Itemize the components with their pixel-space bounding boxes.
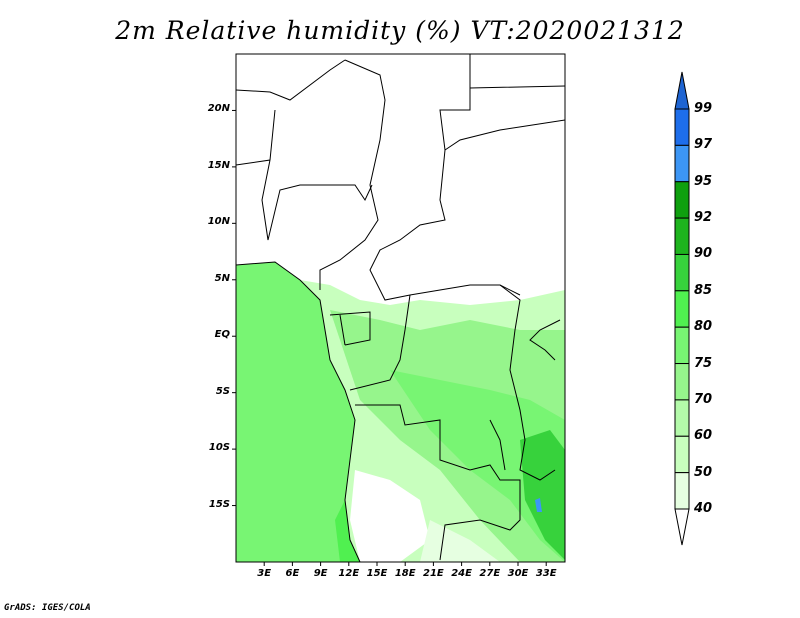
colorbar-segment: [674, 108, 690, 146]
lat-tick-label: 5N: [214, 272, 230, 284]
colorbar-segment: [674, 399, 690, 437]
colorbar-label: 92: [694, 210, 713, 226]
grads-credit: GrADS: IGES/COLA: [4, 603, 91, 613]
colorbar-label: 75: [694, 355, 713, 371]
lon-tick-label: 27E: [479, 568, 501, 579]
colorbar-segment: [674, 253, 690, 292]
colorbar-segment: [674, 181, 690, 219]
colorbar-label: 80: [694, 319, 713, 335]
colorbar-bottom-arrow: [674, 508, 690, 546]
colorbar-segment: [674, 290, 690, 328]
ocean-humidity: [236, 262, 360, 562]
colorbar-label: 97: [694, 137, 713, 153]
colorbar-label: 95: [694, 173, 713, 189]
plot-title: 2m Relative humidity (%) VT:2020021312: [115, 16, 685, 45]
colorbar-segment: [674, 326, 690, 365]
lon-tick-label: 18E: [394, 568, 416, 579]
colorbar-label: 85: [694, 282, 713, 298]
lon-tick-label: 15E: [366, 568, 388, 579]
land-dry-patch: [350, 470, 430, 562]
colorbar-top-arrow: [674, 71, 690, 110]
colorbar-segment: [674, 435, 690, 474]
axis-ticks: [232, 109, 547, 566]
lat-tick-label: 15N: [207, 159, 230, 171]
colorbar-label: 99: [694, 101, 713, 116]
colorbar: [674, 71, 690, 546]
coast-moist-band: [335, 500, 360, 562]
colorbar-label: 50: [694, 464, 713, 480]
lat-tick-label: 10S: [208, 442, 230, 454]
colorbar-segment: [674, 144, 690, 183]
lat-tick-label: 10N: [207, 216, 230, 228]
plot-frame: [235, 53, 566, 563]
colorbar-segment: [674, 363, 690, 401]
land-dry-patch-2: [420, 520, 500, 562]
lat-tick-label: EQ: [214, 329, 230, 341]
colorbar-label: 70: [694, 391, 713, 407]
lat-tick-label: 15S: [208, 498, 230, 510]
lon-tick-label: 33E: [535, 568, 557, 579]
lon-tick-label: 24E: [451, 568, 472, 579]
country-borders: [236, 54, 565, 562]
humidity-field: [236, 262, 565, 562]
lon-tick-label: 30E: [507, 568, 529, 579]
land-humidity-veryhigh: [520, 430, 565, 560]
lon-tick-label: 12E: [338, 568, 360, 579]
colorbar-label: 60: [694, 428, 713, 444]
colorbar-segment: [674, 472, 690, 510]
lat-tick-label: 20N: [207, 103, 230, 115]
colorbar-segment: [674, 217, 690, 255]
colorbar-label: 40: [694, 501, 713, 516]
lat-tick-label: 5S: [215, 385, 230, 397]
lon-tick-label: 3E: [257, 568, 272, 579]
lon-tick-label: 6E: [285, 568, 300, 579]
lake-blue: [535, 498, 542, 512]
colorbar-label: 90: [694, 246, 713, 262]
lon-tick-label: 21E: [423, 568, 444, 579]
lon-tick-label: 9E: [313, 568, 328, 579]
